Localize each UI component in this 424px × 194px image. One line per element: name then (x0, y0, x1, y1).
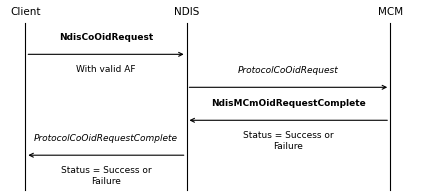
Text: NdisMCmOidRequestComplete: NdisMCmOidRequestComplete (211, 99, 365, 108)
Text: Status = Success or
Failure: Status = Success or Failure (243, 131, 334, 151)
Text: MCM: MCM (377, 7, 403, 17)
Text: NDIS: NDIS (174, 7, 199, 17)
Text: NdisCoOidRequest: NdisCoOidRequest (59, 33, 153, 42)
Text: Status = Success or
Failure: Status = Success or Failure (61, 166, 151, 186)
Text: Client: Client (10, 7, 41, 17)
Text: ProtocolCoOidRequestComplete: ProtocolCoOidRequestComplete (34, 134, 178, 143)
Text: ProtocolCoOidRequest: ProtocolCoOidRequest (238, 66, 339, 75)
Text: With valid AF: With valid AF (76, 65, 136, 74)
